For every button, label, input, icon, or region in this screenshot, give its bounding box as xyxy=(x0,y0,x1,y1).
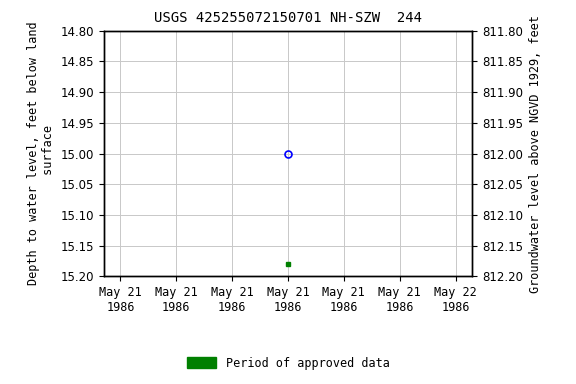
Legend: Period of approved data: Period of approved data xyxy=(182,352,394,374)
Title: USGS 425255072150701 NH-SZW  244: USGS 425255072150701 NH-SZW 244 xyxy=(154,12,422,25)
Y-axis label: Depth to water level, feet below land
 surface: Depth to water level, feet below land su… xyxy=(26,22,55,285)
Y-axis label: Groundwater level above NGVD 1929, feet: Groundwater level above NGVD 1929, feet xyxy=(529,15,541,293)
